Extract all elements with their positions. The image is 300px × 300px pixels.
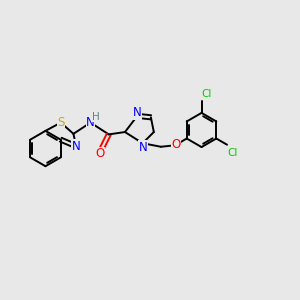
- Text: S: S: [57, 116, 65, 128]
- Text: N: N: [132, 106, 141, 119]
- Text: N: N: [72, 140, 81, 153]
- Text: N: N: [86, 116, 95, 129]
- Text: N: N: [139, 141, 148, 154]
- Text: Cl: Cl: [202, 89, 212, 99]
- Text: Cl: Cl: [227, 148, 238, 158]
- Text: H: H: [92, 112, 100, 122]
- Text: O: O: [95, 147, 104, 160]
- Text: O: O: [172, 138, 181, 151]
